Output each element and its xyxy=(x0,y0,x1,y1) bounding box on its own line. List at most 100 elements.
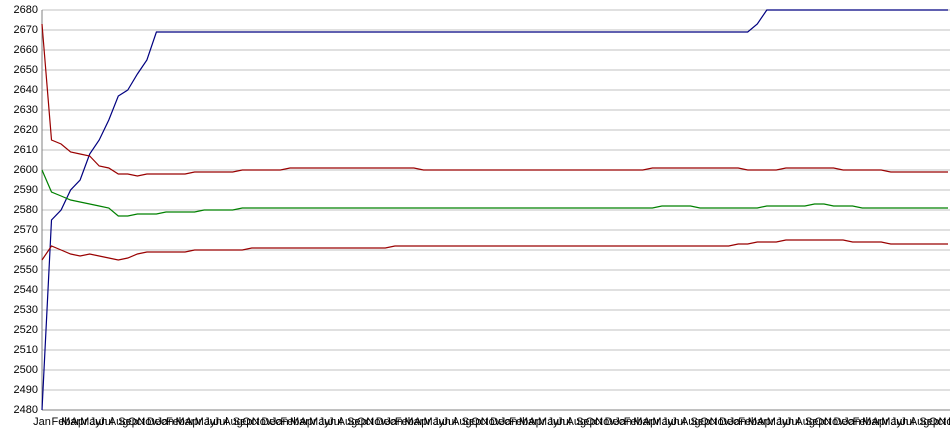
y-tick-label: 2490 xyxy=(14,384,38,396)
x-tick-label: Nov xyxy=(595,416,615,428)
x-tick-label: Jun xyxy=(891,416,909,428)
x-tick-label: Nov xyxy=(481,416,501,428)
x-tick-label: Jan xyxy=(156,416,174,428)
y-tick-label: 2510 xyxy=(14,344,38,356)
x-tick-label: Jan xyxy=(729,416,747,428)
x-tick-label: Apr xyxy=(299,416,316,428)
x-tick-label: May xyxy=(423,416,444,428)
y-tick-label: 2530 xyxy=(14,304,38,316)
x-tick-label: Mar xyxy=(404,416,423,428)
x-tick-label: Mar xyxy=(862,416,881,428)
series-line xyxy=(41,169,948,217)
y-tick-label: 2630 xyxy=(14,104,38,116)
x-tick-label: Aug xyxy=(109,416,129,428)
x-tick-label: Oct xyxy=(586,416,603,428)
x-tick-label: Apr xyxy=(757,416,774,428)
y-tick-label: 2680 xyxy=(14,4,38,16)
x-tick-label: May xyxy=(767,416,788,428)
x-tick-label: Mar xyxy=(176,416,195,428)
y-tick-label: 2480 xyxy=(14,404,38,416)
x-tick-label: May xyxy=(881,416,902,428)
x-tick-label: May xyxy=(309,416,330,428)
y-tick-label: 2600 xyxy=(14,164,38,176)
x-tick-label: Sep xyxy=(347,416,367,428)
x-tick-label: Aug xyxy=(223,416,243,428)
x-tick-label: Jul xyxy=(99,416,113,428)
x-tick-label: Feb xyxy=(509,416,528,428)
x-tick-label: Jan xyxy=(614,416,632,428)
x-tick-label: Oct xyxy=(929,416,946,428)
x-tick-label: Nov xyxy=(137,416,157,428)
x-tick-label: Oct xyxy=(242,416,259,428)
x-tick-label: Aug xyxy=(910,416,930,428)
x-tick-label: Jun xyxy=(547,416,565,428)
y-tick-label: 2520 xyxy=(14,324,38,336)
x-tick-label: Nov xyxy=(366,416,386,428)
x-tick-label: Feb xyxy=(52,416,71,428)
x-tick-label: Oct xyxy=(700,416,717,428)
x-tick-label: Dec xyxy=(261,416,281,428)
x-tick-label: Aug xyxy=(681,416,701,428)
x-tick-label: Jul xyxy=(671,416,685,428)
x-tick-label: Aug xyxy=(795,416,815,428)
x-tick-label: Jun xyxy=(319,416,337,428)
x-tick-label: Jun xyxy=(90,416,108,428)
x-tick-label: Oct xyxy=(128,416,145,428)
y-tick-label: 2500 xyxy=(14,364,38,376)
x-tick-label: Jul xyxy=(443,416,457,428)
x-tick-label: Mar xyxy=(519,416,538,428)
x-tick-label: Dec xyxy=(605,416,625,428)
x-tick-label: Sep xyxy=(118,416,138,428)
x-tick-label: Jan xyxy=(33,416,51,428)
y-tick-label: 2550 xyxy=(14,264,38,276)
x-tick-label: Feb xyxy=(738,416,757,428)
y-tick-label: 2660 xyxy=(14,44,38,56)
x-tick-label: May xyxy=(652,416,673,428)
x-tick-label: Jun xyxy=(433,416,451,428)
y-tick-label: 2650 xyxy=(14,64,38,76)
x-tick-label: Mar xyxy=(748,416,767,428)
x-tick-label: Jul xyxy=(328,416,342,428)
x-tick-label: Mar xyxy=(290,416,309,428)
x-tick-label: Apr xyxy=(71,416,88,428)
x-tick-label: Dec xyxy=(490,416,510,428)
x-tick-label: Nov xyxy=(252,416,272,428)
x-tick-label: Jan xyxy=(500,416,518,428)
x-tick-label: Sep xyxy=(919,416,939,428)
x-tick-label: Dec xyxy=(834,416,854,428)
y-tick-label: 2580 xyxy=(14,204,38,216)
x-tick-label: Mar xyxy=(633,416,652,428)
x-tick-label: Oct xyxy=(357,416,374,428)
x-tick-label: Feb xyxy=(624,416,643,428)
x-tick-label: Jul xyxy=(214,416,228,428)
x-tick-label: Feb xyxy=(853,416,872,428)
x-tick-label: Aug xyxy=(567,416,587,428)
y-tick-label: 2640 xyxy=(14,84,38,96)
x-tick-label: May xyxy=(538,416,559,428)
x-tick-label: Feb xyxy=(395,416,414,428)
x-tick-label: Apr xyxy=(643,416,660,428)
x-tick-label: Jul xyxy=(900,416,914,428)
y-tick-label: 2570 xyxy=(14,224,38,236)
x-tick-label: Dec xyxy=(948,416,950,428)
x-tick-label: Sep xyxy=(576,416,596,428)
y-tick-label: 2610 xyxy=(14,144,38,156)
x-tick-label: Sep xyxy=(233,416,253,428)
x-tick-label: Nov xyxy=(710,416,730,428)
x-tick-label: Jul xyxy=(786,416,800,428)
x-tick-label: Dec xyxy=(719,416,739,428)
series-line xyxy=(41,239,948,261)
y-tick-label: 2620 xyxy=(14,124,38,136)
x-tick-label: Oct xyxy=(814,416,831,428)
x-tick-label: Mar xyxy=(61,416,80,428)
x-tick-label: Dec xyxy=(147,416,167,428)
x-tick-label: Nov xyxy=(938,416,950,428)
x-tick-label: Jan xyxy=(843,416,861,428)
x-tick-label: Jun xyxy=(776,416,794,428)
x-tick-label: Jun xyxy=(662,416,680,428)
y-tick-label: 2670 xyxy=(14,24,38,36)
x-tick-label: Feb xyxy=(166,416,185,428)
x-tick-label: Apr xyxy=(528,416,545,428)
